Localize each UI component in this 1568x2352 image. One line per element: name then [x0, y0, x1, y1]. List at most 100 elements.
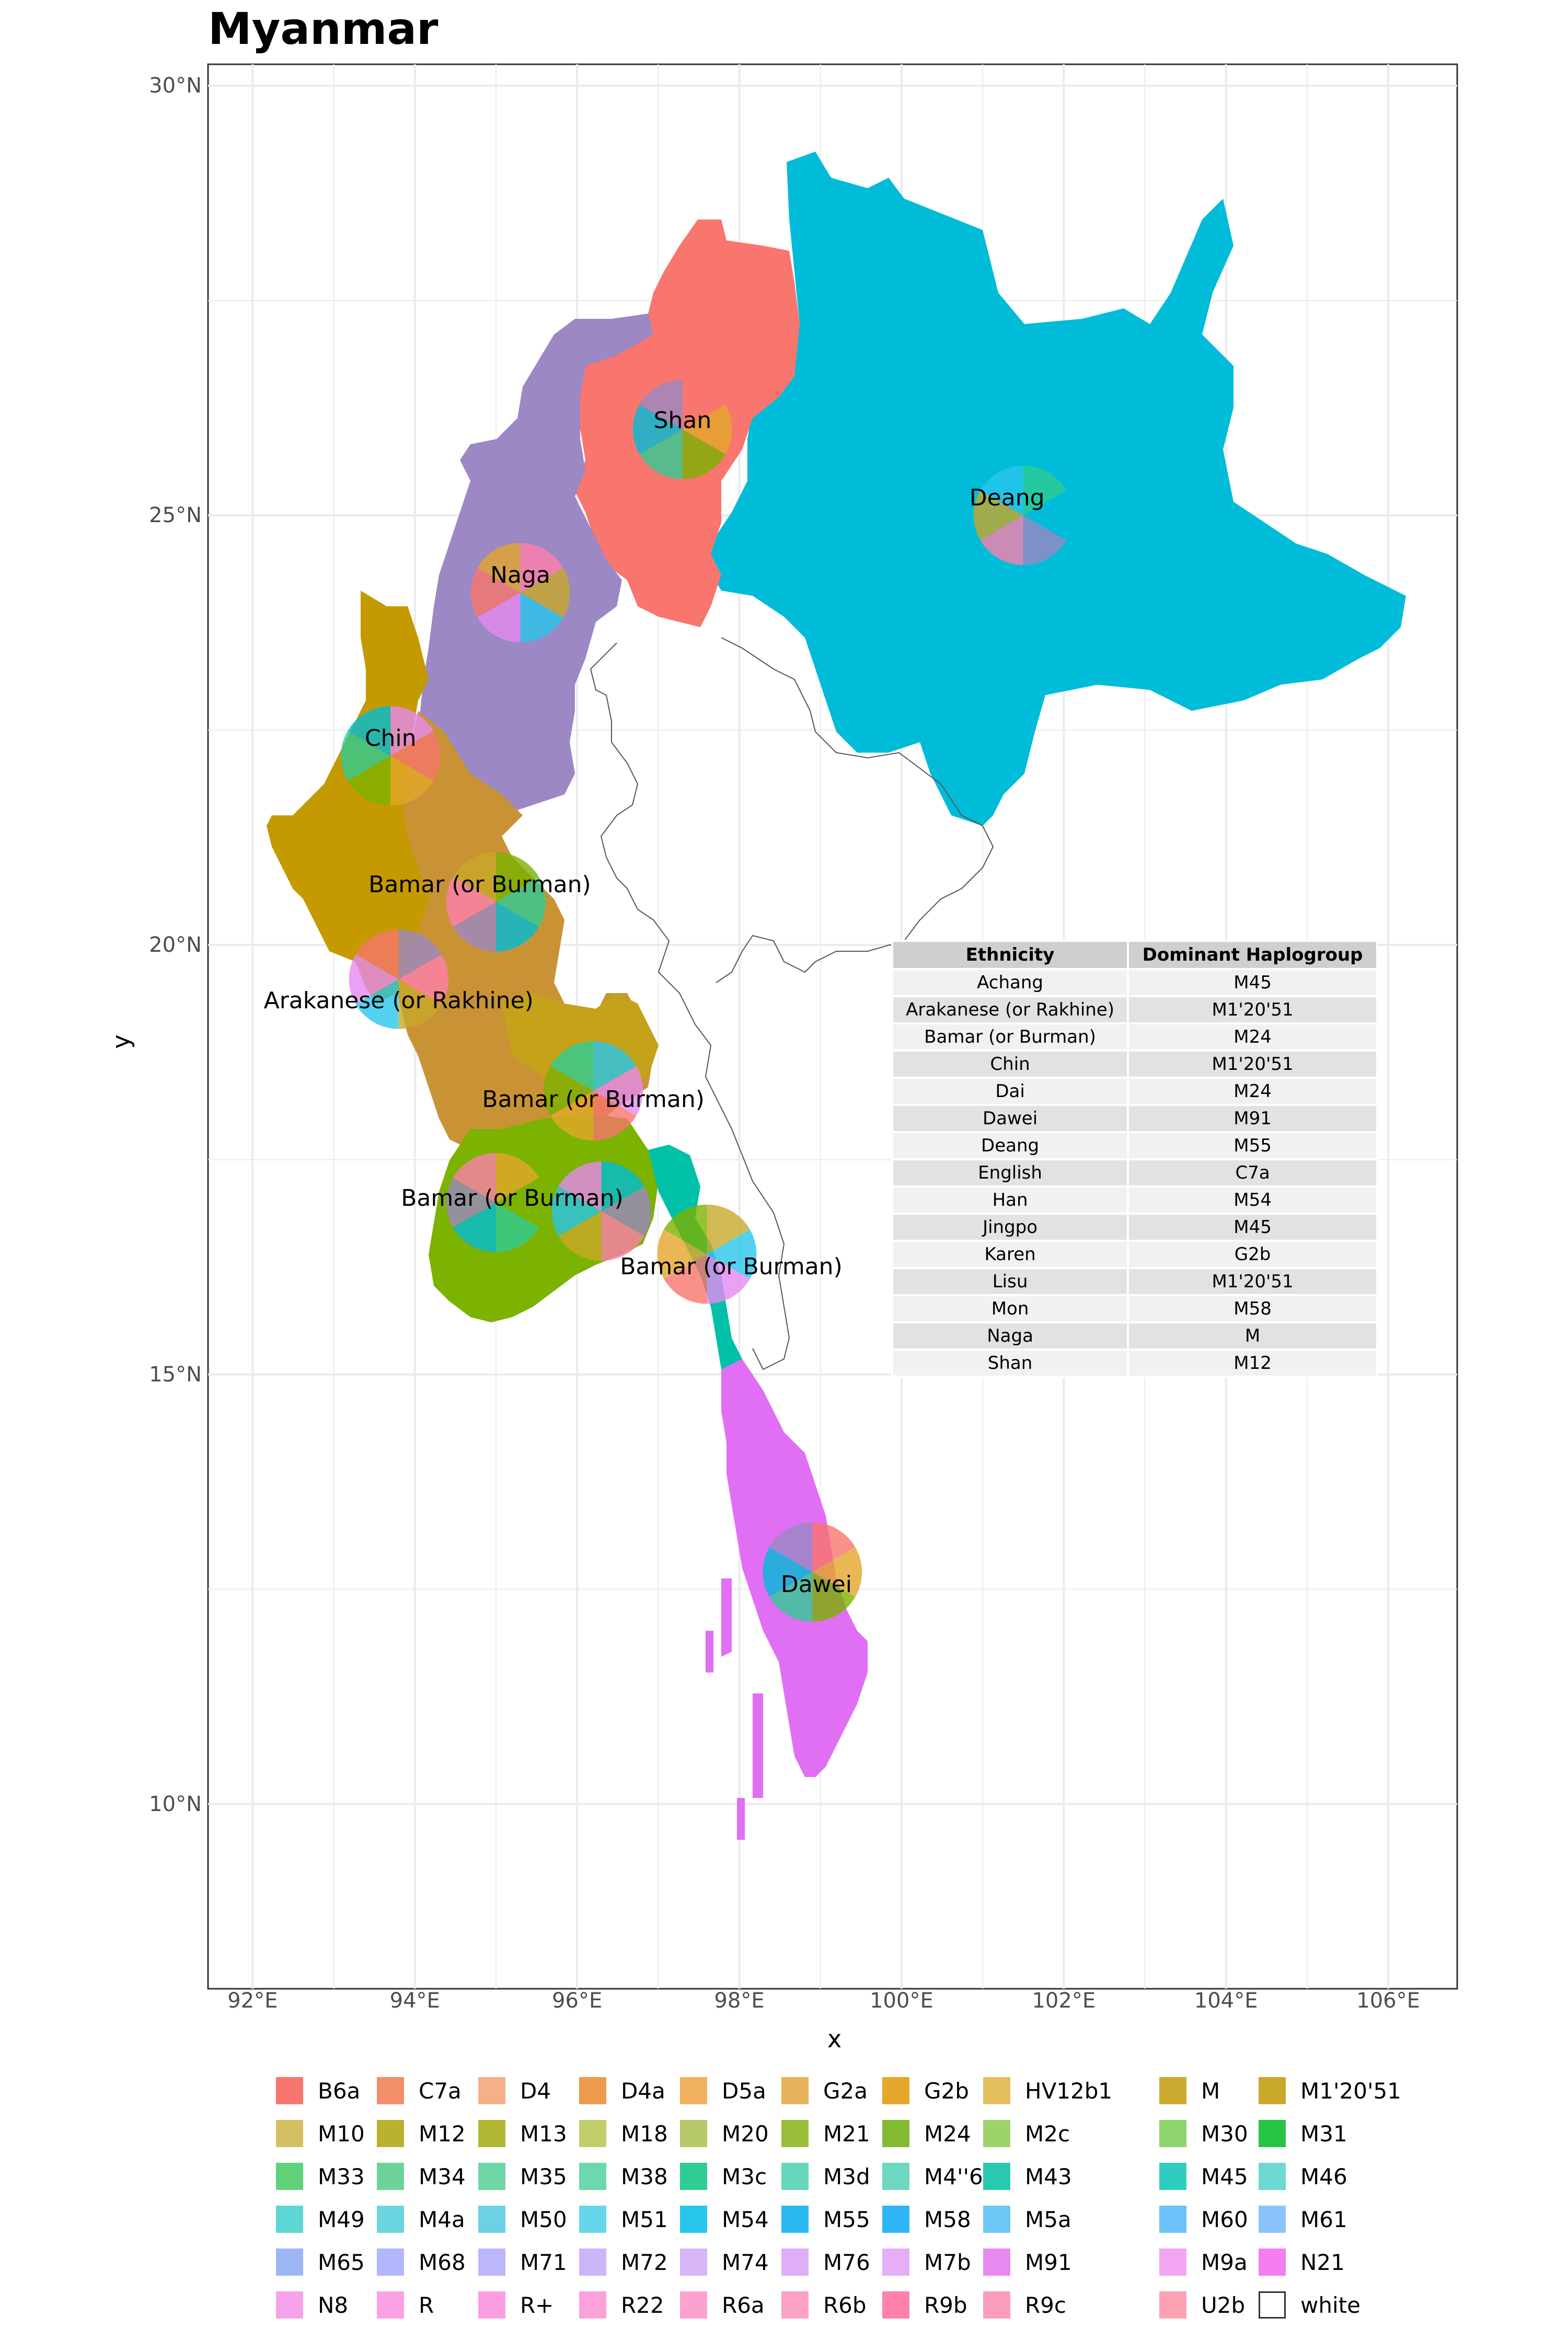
legend-swatch	[377, 2120, 404, 2147]
table-cell-ethnicity: Deang	[891, 1131, 1129, 1160]
legend-item: R	[377, 2289, 434, 2321]
legend-item: M5a	[983, 2204, 1071, 2235]
table-cell-ethnicity: Dawei	[891, 1104, 1129, 1133]
table-cell-haplogroup: M12	[1127, 1348, 1378, 1378]
table-cell-haplogroup: M45	[1127, 1213, 1378, 1242]
y-tick-label: 25°N	[149, 503, 202, 527]
legend-label: R6a	[722, 2292, 765, 2318]
legend-swatch	[276, 2249, 303, 2276]
y-tick-label: 30°N	[149, 74, 202, 98]
map-label: Bamar (or Burman)	[482, 1086, 705, 1113]
table-row: Arakanese (or Rakhine) M1'20'51	[891, 995, 1378, 1024]
legend-label: M12	[419, 2120, 466, 2147]
legend-item: M31	[1259, 2118, 1347, 2149]
table-cell-ethnicity: Karen	[891, 1240, 1129, 1269]
haplogroup-pies	[341, 379, 1073, 1622]
table-cell-haplogroup: M1'20'51	[1127, 995, 1378, 1024]
pie-slice	[664, 1254, 707, 1304]
table-row: Shan M12	[891, 1348, 1378, 1378]
legend-item: R+	[478, 2289, 554, 2321]
legend-item: M65	[276, 2246, 365, 2278]
legend-label: R9b	[924, 2292, 967, 2318]
table-cell-haplogroup: C7a	[1127, 1158, 1378, 1187]
pie-slice	[682, 429, 726, 479]
legend-swatch	[1159, 2249, 1186, 2276]
legend-item: M45	[1159, 2161, 1248, 2192]
legend-label: G2a	[823, 2078, 868, 2104]
legend-label: M68	[419, 2249, 466, 2275]
table-cell-haplogroup: M	[1127, 1321, 1378, 1351]
pie-slice	[355, 979, 399, 1029]
table-row: Achang M45	[891, 968, 1378, 997]
legend-swatch	[680, 2163, 707, 2190]
pie-slice	[593, 1041, 637, 1091]
legend-swatch	[478, 2249, 505, 2276]
table-row: Deang M55	[891, 1131, 1378, 1160]
legend-label: M13	[520, 2120, 567, 2147]
legend-swatch	[983, 2249, 1010, 2276]
legend-swatch	[1259, 2077, 1286, 2104]
table-cell-haplogroup: M1'20'51	[1127, 1050, 1378, 1079]
table-cell-ethnicity: Shan	[891, 1348, 1129, 1378]
x-axis-title: x	[827, 2025, 842, 2053]
legend-swatch	[1159, 2163, 1186, 2190]
pie-slice	[664, 1204, 707, 1254]
table-row: Lisu M1'20'51	[891, 1267, 1378, 1296]
legend-item: M68	[377, 2246, 466, 2278]
x-tick-label: 104°E	[1194, 1989, 1258, 2013]
legend-swatch	[1259, 2206, 1286, 2233]
legend-swatch	[680, 2120, 707, 2147]
legend-label: M43	[1025, 2163, 1072, 2189]
pie-slice	[453, 852, 496, 902]
pie-slice	[707, 1204, 750, 1254]
pie-slice	[355, 929, 399, 979]
x-tick-label: 94°E	[389, 1989, 440, 2013]
legend-label: U2b	[1201, 2292, 1246, 2318]
pie-slice	[446, 877, 496, 927]
pie-slice	[349, 954, 399, 1005]
legend-swatch	[579, 2120, 606, 2147]
pie-slice	[639, 429, 683, 479]
legend-swatch	[882, 2163, 909, 2190]
legend-swatch	[579, 2249, 606, 2276]
pie-slice	[639, 379, 683, 430]
pie-slice	[453, 1152, 496, 1203]
legend-label: M61	[1300, 2206, 1347, 2232]
legend-swatch	[882, 2206, 909, 2233]
table-cell-haplogroup: M24	[1127, 1022, 1378, 1052]
table-cell-ethnicity: Jingpo	[891, 1213, 1129, 1242]
legend-swatch	[1159, 2077, 1186, 2104]
pie-slice	[446, 1178, 496, 1228]
legend-swatch	[882, 2077, 909, 2104]
legend-label: G2b	[924, 2078, 969, 2104]
legend-item: R6a	[680, 2289, 765, 2321]
legend-label: M9a	[1201, 2249, 1248, 2275]
pie-slice	[1023, 465, 1066, 515]
legend-swatch	[579, 2206, 606, 2233]
legend-label: M51	[621, 2206, 668, 2232]
pie-slice	[980, 515, 1023, 565]
table-cell-ethnicity: Bamar (or Burman)	[891, 1022, 1129, 1052]
legend-item: M9a	[1159, 2246, 1248, 2278]
x-tick-label: 92°E	[227, 1989, 278, 2013]
legend-item: M74	[680, 2246, 769, 2278]
pie-slice	[477, 543, 521, 593]
pie-slice	[470, 568, 521, 618]
legend-swatch	[983, 2120, 1010, 2147]
legend-label: B6a	[318, 2078, 361, 2104]
table-cell-ethnicity: Naga	[891, 1321, 1129, 1351]
legend-label: M50	[520, 2206, 567, 2232]
legend-label: M72	[621, 2249, 668, 2275]
legend-item: M61	[1259, 2204, 1347, 2235]
table-header-ethnicity: Ethnicity	[891, 940, 1129, 970]
table-cell-haplogroup: M45	[1127, 968, 1378, 997]
x-tick-label: 96°E	[552, 1989, 603, 2013]
table-cell-haplogroup: G2b	[1127, 1240, 1378, 1269]
legend-swatch	[781, 2249, 809, 2276]
legend-label: M60	[1201, 2206, 1248, 2232]
chart-title: Myanmar	[208, 3, 439, 54]
legend-item: M4''67	[882, 2161, 997, 2192]
table-header-row: Ethnicity Dominant Haplogroup	[891, 940, 1378, 970]
legend-label: M45	[1201, 2163, 1248, 2189]
